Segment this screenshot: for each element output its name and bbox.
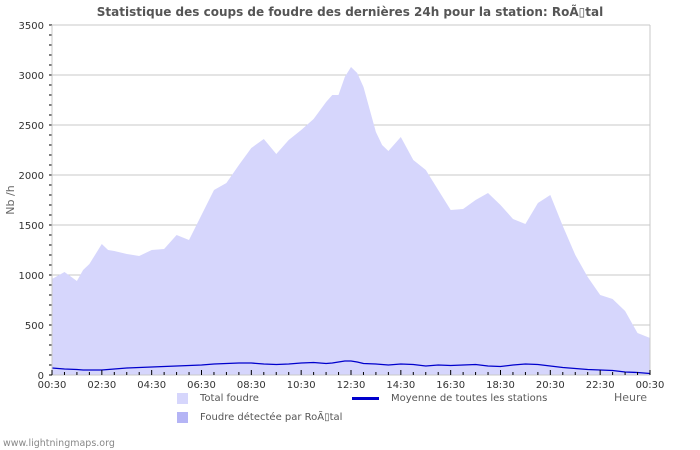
x-tick-label: 02:30 bbox=[87, 380, 116, 391]
legend-item-detected: Foudre détectée par RoÃ▯tal bbox=[177, 412, 342, 423]
x-tick-label: 12:30 bbox=[337, 380, 366, 391]
x-tick-label: 04:30 bbox=[137, 380, 166, 391]
y-tick-label: 2500 bbox=[19, 121, 44, 132]
x-tick-label: 00:30 bbox=[38, 380, 67, 391]
legend-label-average: Moyenne de toutes les stations bbox=[391, 393, 548, 404]
y-tick-label: 0 bbox=[38, 371, 44, 382]
legend-item-average: Moyenne de toutes les stations bbox=[352, 393, 547, 404]
x-tick-label: 00:30 bbox=[636, 380, 665, 391]
x-tick-label: 16:30 bbox=[436, 380, 465, 391]
y-tick-label: 2000 bbox=[19, 171, 44, 182]
chart-title: Statistique des coups de foudre des dern… bbox=[96, 5, 604, 19]
x-tick-label: 22:30 bbox=[586, 380, 615, 391]
y-tick-label: 500 bbox=[25, 321, 44, 332]
y-axis-title: Nb /h bbox=[4, 185, 17, 214]
x-tick-label: 14:30 bbox=[386, 380, 415, 391]
x-tick-label: 06:30 bbox=[187, 380, 216, 391]
x-tick-label: 18:30 bbox=[486, 380, 515, 391]
x-tick-label: 08:30 bbox=[237, 380, 266, 391]
y-tick-label: 1000 bbox=[19, 271, 44, 282]
x-axis-title: Heure bbox=[614, 391, 647, 404]
footer-link[interactable]: www.lightningmaps.org bbox=[3, 438, 115, 449]
average-line-icon bbox=[352, 397, 379, 400]
y-tick-label: 3000 bbox=[19, 71, 44, 82]
legend-label-detected: Foudre détectée par RoÃ▯tal bbox=[200, 412, 343, 423]
detected-swatch-icon bbox=[177, 412, 188, 423]
total-swatch-icon bbox=[177, 393, 188, 404]
total-foudre-area bbox=[52, 67, 650, 375]
y-tick-label: 3500 bbox=[19, 21, 44, 32]
legend-item-total: Total foudre bbox=[177, 393, 259, 404]
x-tick-label: 20:30 bbox=[536, 380, 565, 391]
axes: 0 500 1000 1500 2000 2500 3000 3500 00:30 02:30 04… bbox=[19, 21, 665, 391]
y-tick-label: 1500 bbox=[19, 221, 44, 232]
average-line bbox=[51, 360, 651, 375]
legend-label-total: Total foudre bbox=[200, 393, 259, 404]
x-tick-label: 10:30 bbox=[287, 380, 316, 391]
